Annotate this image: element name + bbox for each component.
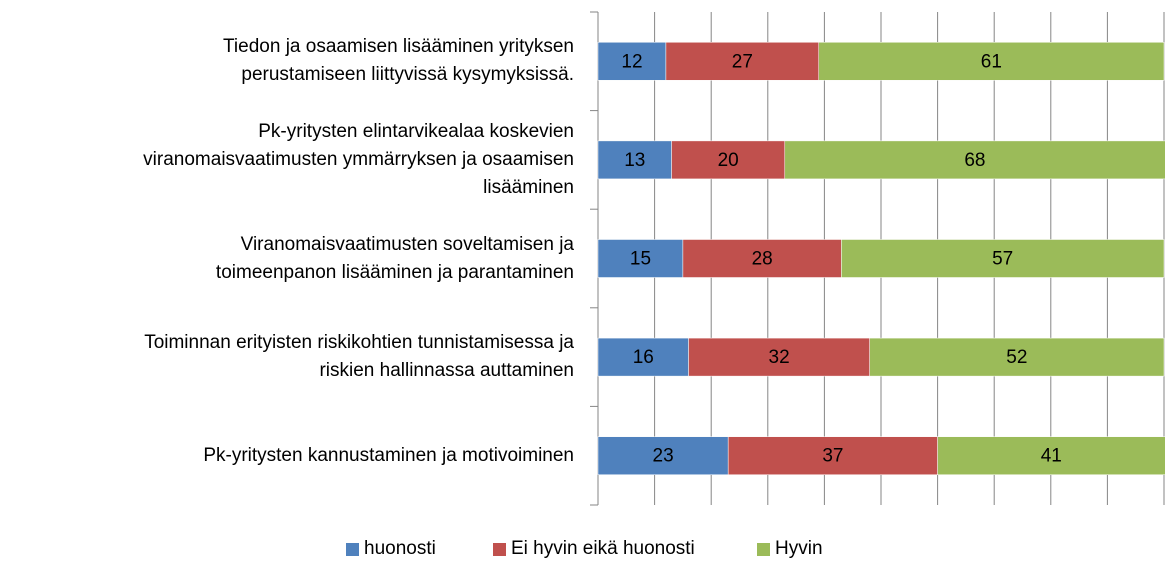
category-label: Pk-yritysten elintarvikealaa koskevien v… — [143, 120, 574, 198]
data-label: 32 — [769, 347, 790, 368]
bar-segment — [597, 42, 667, 81]
bar-segment — [841, 239, 1165, 278]
category-label: Pk-yritysten kannustaminen ja motivoimin… — [203, 444, 574, 466]
data-label: 20 — [718, 150, 739, 171]
bar-segment — [818, 42, 1165, 81]
legend-item: Hyvin — [757, 538, 823, 560]
legend-label: Hyvin — [775, 538, 823, 559]
data-label: 37 — [822, 446, 843, 467]
data-label: 16 — [633, 347, 654, 368]
bars — [597, 42, 1165, 475]
category-label: Viranomaisvaatimusten soveltamisen ja to… — [215, 233, 574, 283]
data-label: 57 — [992, 249, 1013, 270]
data-label: 12 — [621, 51, 642, 72]
bar-segment — [727, 436, 938, 475]
bar-segment — [682, 239, 842, 278]
data-label: 13 — [624, 150, 645, 171]
data-label: 27 — [732, 51, 753, 72]
data-label: 15 — [630, 249, 651, 270]
category-label: Toiminnan erityisten riskikohtien tunnis… — [144, 332, 574, 382]
bar-segment — [784, 140, 1165, 180]
legend-item: Ei hyvin eikä huonosti — [493, 538, 695, 560]
data-label: 68 — [964, 150, 985, 171]
data-label: 52 — [1006, 347, 1027, 368]
data-label: 23 — [653, 446, 674, 467]
bar-segment — [869, 337, 1165, 377]
legend-label: huonosti — [364, 538, 436, 559]
legend-swatch — [757, 542, 770, 556]
bar-segment — [665, 42, 819, 81]
data-label: 61 — [981, 51, 1002, 72]
legend-swatch — [346, 542, 359, 556]
legend-swatch — [493, 542, 506, 556]
legend-label: Ei hyvin eikä huonosti — [511, 538, 695, 559]
bar-segment — [597, 140, 672, 180]
legend-item: huonosti — [346, 538, 436, 560]
category-label: Tiedon ja osaamisen lisääminen yrityksen… — [223, 36, 574, 86]
bar-segment — [937, 436, 1165, 475]
data-label: 41 — [1041, 446, 1062, 467]
bar-segment — [597, 436, 729, 475]
bar-segment — [597, 239, 684, 278]
bar-segment — [688, 337, 870, 377]
data-label: 28 — [752, 249, 773, 270]
